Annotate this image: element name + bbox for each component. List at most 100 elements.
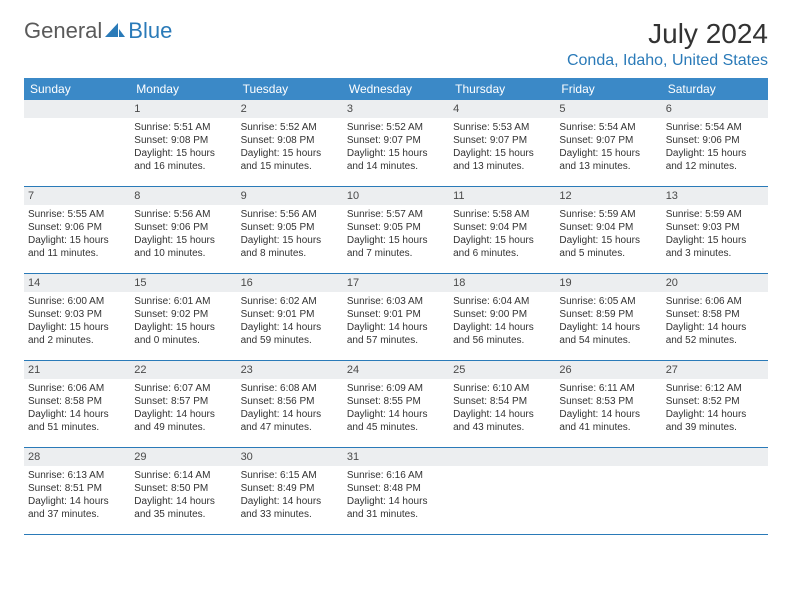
day-cell: 9Sunrise: 5:56 AMSunset: 9:05 PMDaylight… <box>237 187 343 273</box>
calendar: Sunday Monday Tuesday Wednesday Thursday… <box>0 78 792 535</box>
day-cell: 12Sunrise: 5:59 AMSunset: 9:04 PMDayligh… <box>555 187 661 273</box>
daylight-text: Daylight: 14 hours and 37 minutes. <box>28 495 126 521</box>
day-content: Sunrise: 5:53 AMSunset: 9:07 PMDaylight:… <box>449 118 555 177</box>
logo-triangle-icon <box>104 21 126 39</box>
week-row: 21Sunrise: 6:06 AMSunset: 8:58 PMDayligh… <box>24 361 768 448</box>
sunset-text: Sunset: 8:53 PM <box>559 395 657 408</box>
day-cell: 10Sunrise: 5:57 AMSunset: 9:05 PMDayligh… <box>343 187 449 273</box>
daylight-text: Daylight: 14 hours and 59 minutes. <box>241 321 339 347</box>
day-number: 21 <box>24 361 130 379</box>
sunset-text: Sunset: 8:59 PM <box>559 308 657 321</box>
sunrise-text: Sunrise: 5:59 AM <box>666 208 764 221</box>
daylight-text: Daylight: 15 hours and 0 minutes. <box>134 321 232 347</box>
day-content: Sunrise: 6:14 AMSunset: 8:50 PMDaylight:… <box>130 466 236 525</box>
day-content: Sunrise: 5:54 AMSunset: 9:06 PMDaylight:… <box>662 118 768 177</box>
sunset-text: Sunset: 9:02 PM <box>134 308 232 321</box>
day-number: 14 <box>24 274 130 292</box>
daylight-text: Daylight: 15 hours and 5 minutes. <box>559 234 657 260</box>
title-block: July 2024 Conda, Idaho, United States <box>567 18 768 70</box>
sunset-text: Sunset: 9:03 PM <box>28 308 126 321</box>
day-content: Sunrise: 6:04 AMSunset: 9:00 PMDaylight:… <box>449 292 555 351</box>
day-number: 15 <box>130 274 236 292</box>
day-cell <box>24 100 130 186</box>
day-number: 29 <box>130 448 236 466</box>
sunrise-text: Sunrise: 5:55 AM <box>28 208 126 221</box>
daylight-text: Daylight: 15 hours and 12 minutes. <box>666 147 764 173</box>
sunset-text: Sunset: 9:05 PM <box>347 221 445 234</box>
sunrise-text: Sunrise: 6:06 AM <box>666 295 764 308</box>
sunrise-text: Sunrise: 5:54 AM <box>559 121 657 134</box>
day-content: Sunrise: 6:12 AMSunset: 8:52 PMDaylight:… <box>662 379 768 438</box>
day-number <box>662 448 768 466</box>
day-number: 4 <box>449 100 555 118</box>
day-header-friday: Friday <box>555 78 661 100</box>
sunset-text: Sunset: 9:01 PM <box>241 308 339 321</box>
sunset-text: Sunset: 8:48 PM <box>347 482 445 495</box>
weeks-container: 1Sunrise: 5:51 AMSunset: 9:08 PMDaylight… <box>24 100 768 535</box>
day-number: 24 <box>343 361 449 379</box>
day-cell: 7 Sunrise: 5:55 AMSunset: 9:06 PMDaylight… <box>24 187 130 273</box>
sunrise-text: Sunrise: 6:01 AM <box>134 295 232 308</box>
day-cell: 13Sunrise: 5:59 AMSunset: 9:03 PMDayligh… <box>662 187 768 273</box>
day-content: Sunrise: 6:10 AMSunset: 8:54 PMDaylight:… <box>449 379 555 438</box>
day-content: Sunrise: 6:13 AMSunset: 8:51 PMDaylight:… <box>24 466 130 525</box>
daylight-text: Daylight: 15 hours and 8 minutes. <box>241 234 339 260</box>
day-content: Sunrise: 5:59 AMSunset: 9:03 PMDaylight:… <box>662 205 768 264</box>
day-content: Sunrise: 6:01 AMSunset: 9:02 PMDaylight:… <box>130 292 236 351</box>
sunset-text: Sunset: 8:57 PM <box>134 395 232 408</box>
daylight-text: Daylight: 15 hours and 13 minutes. <box>453 147 551 173</box>
day-content: Sunrise: 5:58 AMSunset: 9:04 PMDaylight:… <box>449 205 555 264</box>
sunset-text: Sunset: 9:07 PM <box>347 134 445 147</box>
day-content: Sunrise: 6:03 AMSunset: 9:01 PMDaylight:… <box>343 292 449 351</box>
day-cell: 1Sunrise: 5:51 AMSunset: 9:08 PMDaylight… <box>130 100 236 186</box>
day-number: 19 <box>555 274 661 292</box>
day-cell: 14Sunrise: 6:00 AMSunset: 9:03 PMDayligh… <box>24 274 130 360</box>
day-cell <box>555 448 661 534</box>
day-number: 8 <box>130 187 236 205</box>
sunrise-text: Sunrise: 5:56 AM <box>134 208 232 221</box>
day-number: 28 <box>24 448 130 466</box>
sunrise-text: Sunrise: 6:14 AM <box>134 469 232 482</box>
month-year: July 2024 <box>567 18 768 50</box>
daylight-text: Daylight: 14 hours and 52 minutes. <box>666 321 764 347</box>
day-content: Sunrise: 5:59 AMSunset: 9:04 PMDaylight:… <box>555 205 661 264</box>
day-cell: 23Sunrise: 6:08 AMSunset: 8:56 PMDayligh… <box>237 361 343 447</box>
sunset-text: Sunset: 9:06 PM <box>666 134 764 147</box>
day-number: 26 <box>555 361 661 379</box>
day-cell: 29Sunrise: 6:14 AMSunset: 8:50 PMDayligh… <box>130 448 236 534</box>
day-content: Sunrise: 5:51 AMSunset: 9:08 PMDaylight:… <box>130 118 236 177</box>
sunset-text: Sunset: 8:51 PM <box>28 482 126 495</box>
day-content: Sunrise: 6:06 AMSunset: 8:58 PMDaylight:… <box>662 292 768 351</box>
logo: General Blue <box>24 18 172 44</box>
day-header-thursday: Thursday <box>449 78 555 100</box>
day-content: Sunrise: 5:56 AMSunset: 9:06 PMDaylight:… <box>130 205 236 264</box>
day-cell: 25Sunrise: 6:10 AMSunset: 8:54 PMDayligh… <box>449 361 555 447</box>
day-content: Sunrise: 6:11 AMSunset: 8:53 PMDaylight:… <box>555 379 661 438</box>
day-number: 12 <box>555 187 661 205</box>
sunrise-text: Sunrise: 6:12 AM <box>666 382 764 395</box>
day-number: 7 <box>24 187 130 205</box>
sunrise-text: Sunrise: 6:05 AM <box>559 295 657 308</box>
sunset-text: Sunset: 8:50 PM <box>134 482 232 495</box>
sunrise-text: Sunrise: 5:57 AM <box>347 208 445 221</box>
day-cell: 4Sunrise: 5:53 AMSunset: 9:07 PMDaylight… <box>449 100 555 186</box>
day-number: 18 <box>449 274 555 292</box>
day-content: Sunrise: 5:54 AMSunset: 9:07 PMDaylight:… <box>555 118 661 177</box>
daylight-text: Daylight: 15 hours and 11 minutes. <box>28 234 126 260</box>
day-number: 27 <box>662 361 768 379</box>
day-cell: 17Sunrise: 6:03 AMSunset: 9:01 PMDayligh… <box>343 274 449 360</box>
sunset-text: Sunset: 8:58 PM <box>666 308 764 321</box>
sunrise-text: Sunrise: 5:51 AM <box>134 121 232 134</box>
sunset-text: Sunset: 9:06 PM <box>134 221 232 234</box>
day-cell: 18Sunrise: 6:04 AMSunset: 9:00 PMDayligh… <box>449 274 555 360</box>
sunset-text: Sunset: 8:58 PM <box>28 395 126 408</box>
sunrise-text: Sunrise: 6:16 AM <box>347 469 445 482</box>
sunset-text: Sunset: 9:06 PM <box>28 221 126 234</box>
sunrise-text: Sunrise: 6:15 AM <box>241 469 339 482</box>
daylight-text: Daylight: 15 hours and 10 minutes. <box>134 234 232 260</box>
sunset-text: Sunset: 9:01 PM <box>347 308 445 321</box>
day-number <box>24 100 130 118</box>
day-cell: 30Sunrise: 6:15 AMSunset: 8:49 PMDayligh… <box>237 448 343 534</box>
day-content: Sunrise: 6:06 AMSunset: 8:58 PMDaylight:… <box>24 379 130 438</box>
day-header-sunday: Sunday <box>24 78 130 100</box>
